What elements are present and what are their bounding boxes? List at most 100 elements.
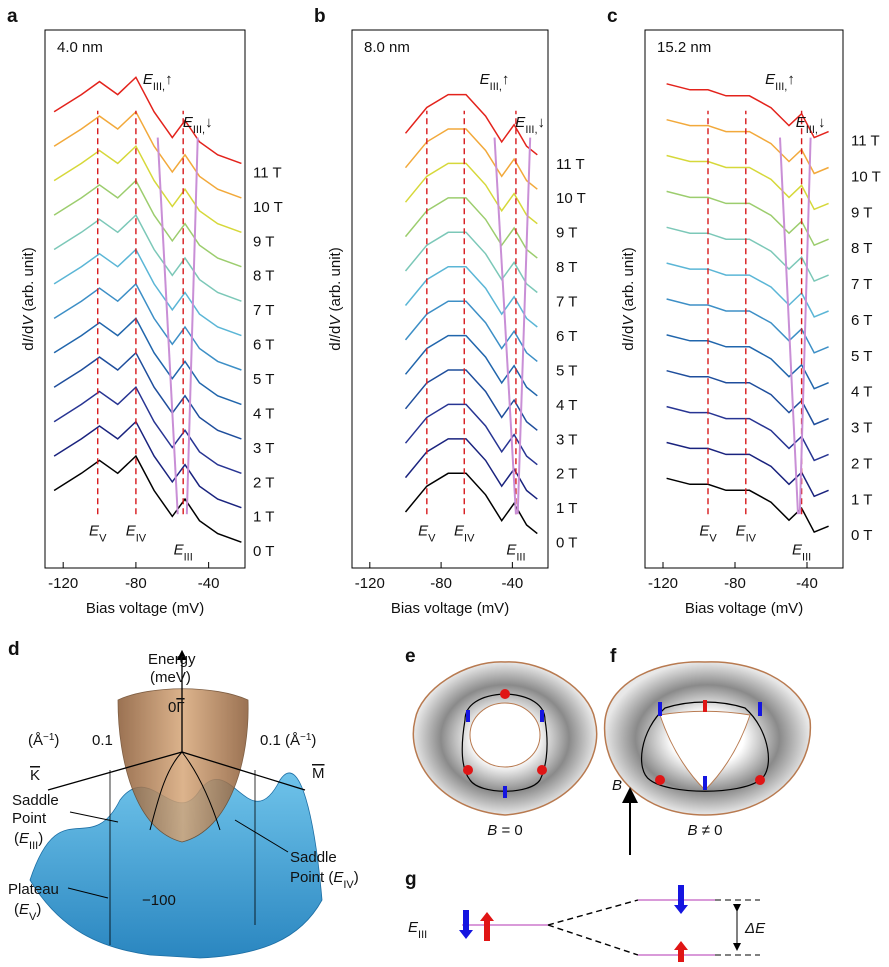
annotation: (EV) — [14, 901, 41, 923]
series-label: 7 T — [851, 276, 872, 293]
text-run: E — [418, 523, 429, 540]
tick-label: −100 — [142, 892, 176, 909]
panel-title: 15.2 nm — [657, 39, 711, 56]
x-tick-label: -120 — [48, 575, 78, 592]
spectrum — [53, 213, 242, 302]
text-run: d — [20, 342, 37, 350]
spectrum — [404, 369, 538, 431]
text-run: III — [802, 552, 811, 564]
spin-arrow — [703, 700, 707, 712]
text-run: IV — [746, 533, 757, 545]
text-run: ↓ — [538, 114, 546, 131]
text-run: −1 — [43, 732, 55, 743]
text-run: ↑ — [787, 71, 795, 88]
spectrum — [404, 231, 538, 294]
text-run: ) — [311, 732, 316, 749]
series-label: 9 T — [851, 204, 872, 221]
panel-letter: c — [607, 6, 618, 27]
text-run: (Å — [28, 732, 43, 749]
text-run: III — [29, 840, 38, 852]
spectrum — [666, 118, 829, 175]
text-run: 0 — [168, 699, 176, 716]
x-tick-label: -120 — [648, 575, 678, 592]
panel-title: 4.0 nm — [57, 39, 103, 56]
text-run: V — [29, 911, 37, 923]
series-label: 0 T — [851, 527, 872, 544]
spectrum — [404, 93, 538, 156]
annotation: EIII,↓ — [183, 114, 213, 136]
spectrum — [53, 282, 242, 371]
series-label: 6 T — [253, 337, 274, 354]
text-run: Γ — [176, 699, 184, 716]
x-tick-label: -40 — [198, 575, 220, 592]
x-axis-label: Bias voltage (mV) — [391, 600, 509, 617]
text-run: E — [408, 919, 419, 936]
blue-surface — [29, 772, 323, 959]
spectrum — [666, 405, 829, 462]
series-label: 3 T — [253, 440, 274, 457]
spin-arrow — [503, 786, 507, 798]
text-run: /d — [20, 326, 37, 339]
band-line — [149, 751, 221, 831]
spectrum — [53, 179, 242, 268]
panel-letter: d — [8, 639, 20, 660]
spectrum — [53, 454, 242, 543]
series-label: 11 T — [253, 164, 282, 181]
annotation: EIII,↓ — [515, 114, 545, 136]
annotation: EIII,↑ — [143, 71, 173, 93]
axis-unit: (Å−1) — [28, 732, 59, 750]
text-run: M — [312, 765, 325, 782]
y-axis-label: dI/dV (arb. unit) — [327, 247, 344, 350]
spectrum — [53, 420, 242, 509]
spin-down — [459, 910, 473, 939]
series-label: 3 T — [851, 420, 872, 437]
annotation: EIV — [736, 523, 757, 545]
saddle-dot — [463, 765, 473, 775]
panel-letter: e — [405, 646, 416, 667]
text-run: III — [516, 552, 525, 564]
connector — [547, 924, 639, 956]
text-run: ( — [14, 830, 19, 847]
guide-line — [516, 137, 532, 515]
gap-label: ΔE — [744, 920, 766, 937]
text-run: E — [515, 114, 526, 131]
spectrum — [53, 110, 242, 199]
saddle-dot — [655, 775, 665, 785]
spectrum — [404, 334, 538, 397]
spectrum — [53, 248, 242, 337]
annotation: EIII,↑ — [480, 71, 510, 93]
series-label: 11 T — [556, 156, 585, 173]
axis-label: Energy — [148, 651, 196, 668]
series-label: 2 T — [253, 474, 274, 491]
caption: B = 0 — [487, 822, 522, 839]
panel-title: 8.0 nm — [364, 39, 410, 56]
spectrum — [666, 334, 829, 390]
spin-up — [480, 912, 494, 941]
text-run: ↑ — [165, 71, 173, 88]
text-run: B — [688, 822, 698, 839]
spectrum — [404, 403, 538, 466]
text-run: ( — [14, 901, 19, 918]
x-tick-label: -80 — [724, 575, 746, 592]
spectrum — [404, 265, 538, 328]
panel-letter: b — [314, 6, 326, 27]
text-run: V — [620, 314, 637, 326]
text-run: (arb. unit) — [327, 247, 344, 315]
annotation: Point (EIV) — [290, 869, 359, 891]
text-run: E — [89, 523, 100, 540]
y-axis-label: dI/dV (arb. unit) — [620, 247, 637, 350]
spectrum — [666, 226, 829, 283]
text-run: IV — [343, 879, 354, 891]
panel-letter: a — [7, 6, 18, 27]
text-run: ) — [54, 732, 59, 749]
series-label: 8 T — [253, 268, 274, 285]
annotation: EIII,↓ — [796, 114, 826, 136]
text-run: I — [620, 338, 637, 342]
text-run: I — [20, 338, 37, 342]
series-label: 5 T — [851, 348, 872, 365]
text-run: E — [480, 71, 491, 88]
spectrum — [666, 369, 829, 426]
text-run: Point ( — [290, 869, 333, 886]
series-label: 2 T — [851, 455, 872, 472]
